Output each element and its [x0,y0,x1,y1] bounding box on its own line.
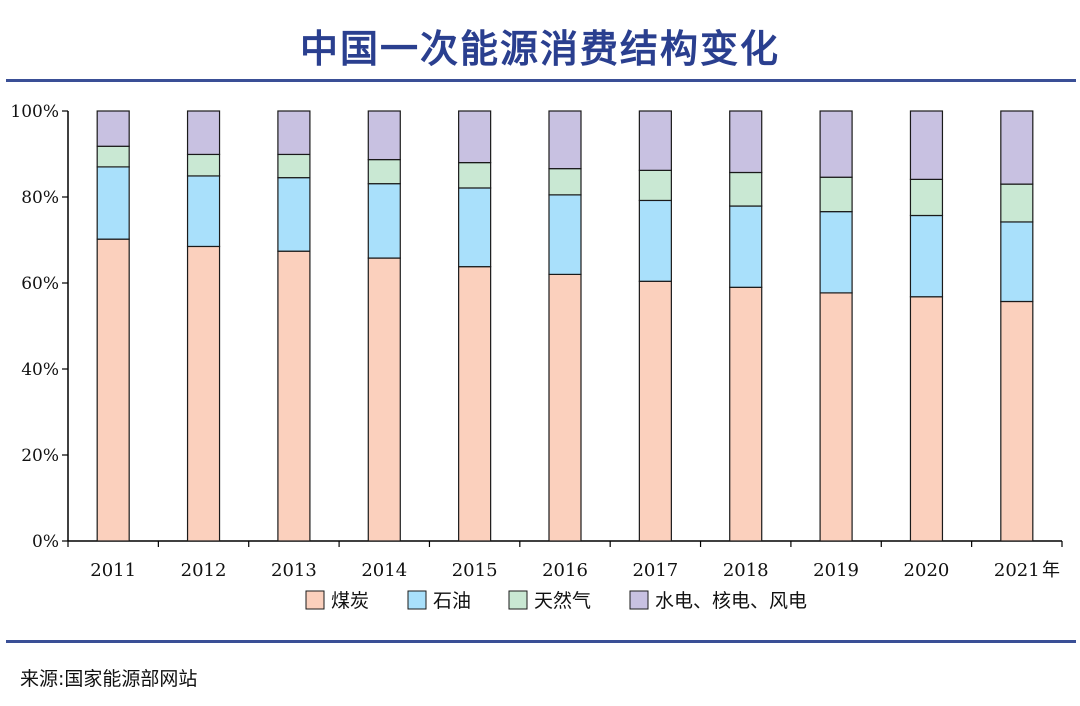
bar-segment [638,280,672,542]
bar-segment [909,178,944,217]
bar-segment [909,110,944,180]
bar-segment [186,153,221,177]
legend-label: 天然气 [534,590,591,612]
bar-segment [186,175,221,248]
x-unit-label: 年 [1042,560,1060,581]
bar-segment [458,187,492,268]
x-tick-label: 2013 [271,560,317,581]
bar-segment [729,110,763,174]
bar-segment [548,168,582,196]
y-tick-label: 60% [21,274,59,294]
bar-segment [729,171,763,207]
x-tick-label: 2015 [452,560,498,581]
stacked-bar-chart: 0% 20% 40% 60% 80% 100% 2011 2012 2013 2014 2015 20… [10,102,1063,612]
bar-segment [96,238,130,542]
bar-segment [729,205,763,288]
bar-segment [1000,110,1034,185]
bar-segment [96,166,130,240]
y-tick-label: 40% [21,360,59,380]
x-tick-label: 2011 [90,560,136,581]
bar-segment [1000,300,1034,542]
legend-label: 水电、核电、风电 [655,590,807,612]
bar-segment [367,183,401,259]
bar-segment [548,110,582,170]
legend-label: 石油 [433,590,471,612]
bar-segment [458,266,492,542]
x-tick-label: 2014 [361,560,407,581]
bar-segment [96,110,130,147]
source-note: 来源:国家能源部网站 [20,668,198,690]
x-tick-label: 2018 [723,560,769,581]
bar-segment [909,296,944,542]
bar-segment [277,250,311,542]
bar-segment [186,110,221,156]
chart-title: 中国一次能源消费结构变化 [299,27,780,71]
bar-segment [548,273,582,542]
legend-swatch [305,590,325,610]
x-tick-label: 2021 [994,560,1040,581]
bar-segment [1000,221,1034,303]
x-tick-label: 2019 [813,560,859,581]
x-tick-label: 2020 [904,560,950,581]
bar-segment [819,176,853,213]
bar-segment [277,177,311,252]
bottom-divider [6,640,1076,643]
y-tick-label: 20% [21,446,59,466]
bar-segment [1000,183,1034,223]
y-tick-label: 100% [10,102,59,122]
bar-segment [367,257,401,542]
legend-swatch [508,590,528,610]
bar-segment [96,145,130,168]
bar-segment [638,110,672,171]
y-tick-label: 0% [32,532,59,552]
y-tick-label: 80% [21,188,59,208]
bar-segment [548,194,582,276]
bar-segment [277,153,311,179]
bar-segment [186,245,221,542]
x-tick-label: 2016 [542,560,588,581]
bar-segment [638,169,672,202]
bar-segment [458,161,492,189]
bar-segment [367,110,401,161]
legend-swatch [629,590,649,610]
bar-segment [819,211,853,294]
bar-segment [729,286,763,542]
top-divider [6,79,1076,82]
bar-segment [458,110,492,164]
bar-segment [638,199,672,282]
x-tick-label: 2017 [632,560,678,581]
x-tick-label: 2012 [181,560,227,581]
legend-swatch [407,590,427,610]
bar-segment [909,214,944,298]
bar-segment [277,110,311,156]
bar-segment [367,158,401,185]
bar-segment [819,110,853,178]
legend-label: 煤炭 [331,590,369,612]
bar-segment [819,292,853,542]
